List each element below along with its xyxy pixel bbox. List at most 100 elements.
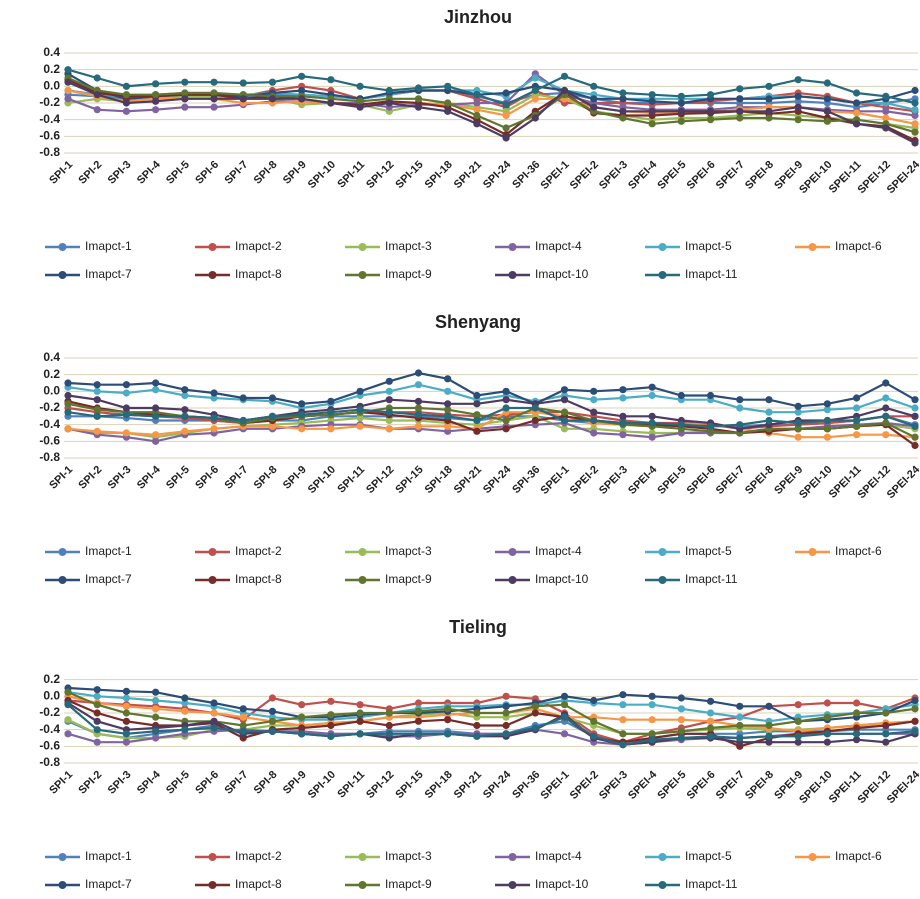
series-line xyxy=(67,686,916,723)
point xyxy=(122,389,131,397)
x-tick-label: SPEI-8 xyxy=(743,769,776,802)
point xyxy=(619,431,627,439)
point xyxy=(502,709,510,717)
series-line xyxy=(67,68,916,106)
point xyxy=(239,713,247,721)
point xyxy=(473,400,481,408)
point xyxy=(590,696,598,705)
x-tick-label: SPI-3 xyxy=(106,464,134,492)
point xyxy=(560,386,569,394)
point xyxy=(560,72,569,80)
legend-marker xyxy=(208,853,217,861)
point xyxy=(648,383,656,391)
point xyxy=(385,99,393,107)
point xyxy=(765,738,773,746)
x-tick-label: SPEI-4 xyxy=(626,158,660,192)
point xyxy=(852,736,861,744)
point xyxy=(298,701,306,709)
point xyxy=(648,412,656,420)
point xyxy=(560,396,569,404)
point xyxy=(502,425,510,433)
point xyxy=(210,724,218,732)
legend-label: Imapct-11 xyxy=(685,267,738,281)
legend-label: Imapct-8 xyxy=(235,572,282,586)
point xyxy=(648,701,656,709)
point xyxy=(531,74,539,82)
point xyxy=(239,705,247,713)
legend-marker xyxy=(508,576,517,584)
x-tick-label: SPI-8 xyxy=(252,464,280,492)
point xyxy=(93,726,101,734)
point xyxy=(823,713,831,721)
point xyxy=(181,406,189,414)
point xyxy=(152,91,160,99)
legend-label: Imapct-4 xyxy=(535,544,582,558)
point xyxy=(239,95,247,103)
x-tick-label: SPEI-3 xyxy=(597,769,630,802)
point xyxy=(823,117,831,125)
point xyxy=(152,106,160,114)
point xyxy=(706,391,715,400)
point xyxy=(414,730,423,738)
point xyxy=(736,85,744,93)
point xyxy=(677,99,685,107)
point xyxy=(706,91,715,99)
point xyxy=(502,387,510,395)
point xyxy=(93,74,101,82)
series-line xyxy=(67,371,916,408)
legend-label: Imapct-11 xyxy=(685,572,738,586)
point xyxy=(152,386,160,394)
point xyxy=(765,721,773,730)
x-tick-label: SPI-7 xyxy=(222,464,250,492)
y-tick-label: 0.0 xyxy=(43,384,60,398)
legend-marker xyxy=(208,271,217,279)
legend-marker xyxy=(508,853,517,861)
point xyxy=(502,416,510,425)
point xyxy=(590,82,598,90)
point xyxy=(93,106,101,114)
x-tick-label: SPEI-2 xyxy=(568,464,601,497)
legend-label: Imapct-2 xyxy=(235,849,282,863)
point xyxy=(385,721,393,730)
point xyxy=(181,103,189,111)
point xyxy=(268,694,277,702)
point xyxy=(473,709,481,717)
point xyxy=(736,404,744,412)
point xyxy=(64,391,72,400)
x-tick-label: SPI-2 xyxy=(76,159,104,187)
point xyxy=(677,92,685,100)
point xyxy=(239,79,247,87)
point xyxy=(619,107,627,115)
series-line xyxy=(67,702,916,746)
point xyxy=(794,402,802,410)
point xyxy=(268,78,277,86)
y-tick-label: -0.8 xyxy=(39,450,60,464)
point xyxy=(911,412,919,420)
x-tick-label: SPEI-6 xyxy=(685,769,718,802)
point xyxy=(181,95,189,103)
point xyxy=(736,421,744,429)
point xyxy=(677,705,685,713)
point xyxy=(122,709,131,717)
y-tick-label: 0.0 xyxy=(43,79,60,93)
point xyxy=(648,433,656,441)
point xyxy=(210,425,218,433)
point xyxy=(152,437,160,445)
point xyxy=(823,79,831,87)
point xyxy=(882,721,890,730)
legend-marker xyxy=(508,881,517,889)
point xyxy=(706,427,715,435)
point xyxy=(122,429,131,437)
legend-label: Imapct-3 xyxy=(385,239,432,253)
legend-marker xyxy=(508,243,517,251)
point xyxy=(64,716,72,724)
point xyxy=(93,686,101,694)
x-tick-label: SPI-7 xyxy=(222,159,250,187)
series-line xyxy=(67,691,916,723)
y-tick-label: 0.2 xyxy=(43,672,60,686)
point xyxy=(736,396,744,404)
point xyxy=(677,716,685,724)
point xyxy=(64,78,72,86)
point xyxy=(93,709,101,717)
